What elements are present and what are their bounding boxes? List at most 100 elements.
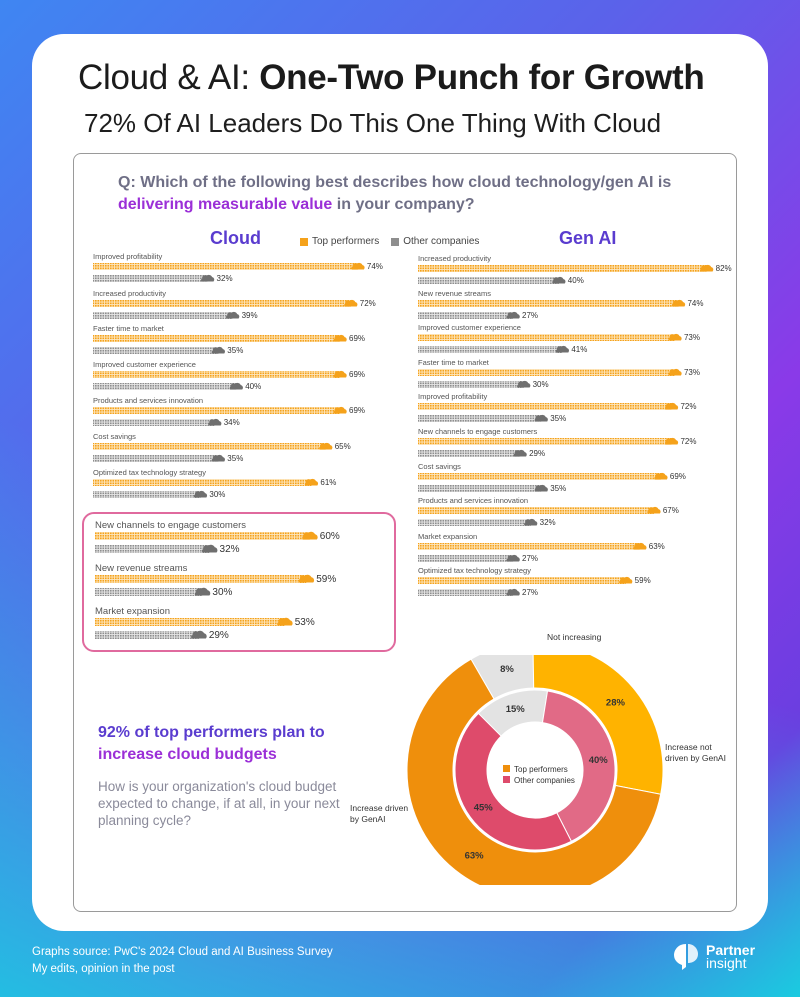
bar-legend: Top performers Other companies [300, 236, 479, 247]
bar-category-label: Products and services innovation [418, 496, 528, 505]
bar-other-companies [93, 383, 237, 390]
donut-legend-swatch-other [503, 776, 510, 783]
bar-value-label-other: 35% [227, 346, 243, 355]
bar-value-label-top: 73% [684, 368, 700, 377]
cloud-icon [302, 531, 318, 540]
cloud-icon [226, 311, 240, 319]
bar-top-performers [418, 300, 679, 307]
promo-question: How is your organization's cloud budget … [98, 779, 340, 828]
bar-value-label-other: 35% [550, 484, 566, 493]
cloud-icon [319, 442, 333, 450]
donut-value-label: 63% [465, 851, 485, 862]
cloud-icon [654, 472, 668, 480]
bar-top-performers [418, 265, 707, 272]
donut-legend-swatch-top [503, 765, 510, 772]
brand-line-1: Partner [706, 942, 756, 958]
bar-value-label-other: 27% [522, 588, 538, 597]
bar-value-label-other: 29% [209, 630, 229, 641]
bar-value-label-top: 60% [320, 531, 340, 542]
donut-legend-label-top: Top performers [514, 765, 568, 774]
bar-value-label-top: 72% [360, 299, 376, 308]
cloud-bars: Improved profitability 74% 32% Increased pr… [93, 252, 383, 641]
budget-donut-chart: 8% 28% 63% 15% 40% 45% [406, 655, 664, 885]
bar-value-label-top: 82% [716, 264, 732, 273]
bar-top-performers [93, 263, 358, 270]
bar-top-performers [418, 369, 675, 376]
bar-other-companies [418, 589, 514, 596]
cloud-icon [534, 484, 548, 492]
bar-top-performers [95, 618, 285, 626]
cloud-icon [333, 370, 347, 378]
cloud-icon [664, 402, 679, 410]
cloud-icon [555, 345, 570, 353]
bar-top-performers [418, 577, 626, 584]
bar-value-label-top: 59% [635, 576, 651, 585]
bar-other-companies [95, 545, 210, 553]
bar-value-label-other: 41% [571, 345, 587, 354]
partner-insight-logo-icon [674, 944, 698, 970]
donut-slice [454, 712, 572, 851]
bar-other-companies [418, 346, 563, 353]
legend-label-other: Other companies [403, 236, 480, 247]
bar-category-label: New channels to engage customers [418, 427, 537, 436]
donut-value-label: 15% [506, 704, 526, 715]
donut-value-label: 8% [500, 664, 514, 675]
page-title: Cloud & AI: One-Two Punch for Growth [78, 58, 705, 97]
bar-top-performers [418, 403, 672, 410]
cloud-icon [277, 617, 293, 626]
cloud-icon [633, 542, 647, 550]
donut-hole [488, 723, 582, 817]
cloud-icon [506, 588, 520, 596]
donut-value-label: 45% [474, 803, 494, 814]
bar-category-label: New revenue streams [418, 289, 491, 298]
bar-top-performers [93, 371, 341, 378]
cloud-icon [211, 454, 226, 462]
bar-category-label: Optimized tax technology strategy [93, 468, 206, 477]
brand-logo[interactable]: Partner insight [672, 942, 755, 972]
cloud-icon [333, 406, 347, 414]
bar-value-label-top: 63% [649, 542, 665, 551]
cloud-icon [513, 449, 527, 457]
donut-label-not-increasing: Not increasing [547, 632, 602, 642]
bar-value-label-other: 40% [568, 276, 584, 285]
bar-other-companies [95, 631, 199, 639]
cloud-icon [191, 630, 207, 639]
bar-other-companies [93, 275, 208, 282]
bar-category-label: Optimized tax technology strategy [418, 566, 531, 575]
donut-slice [541, 690, 616, 842]
bar-category-label: Improved profitability [418, 392, 487, 401]
bar-value-label-top: 73% [684, 333, 700, 342]
cloud-icon [524, 518, 538, 526]
cloud-icon [193, 490, 208, 498]
bar-category-label: Improved profitability [93, 252, 162, 261]
bar-value-label-top: 72% [680, 402, 696, 411]
bar-other-companies [418, 450, 521, 457]
donut-label-driven: Increase driven by GenAI [350, 803, 409, 824]
bar-value-label-other: 35% [227, 454, 243, 463]
bar-top-performers [93, 479, 312, 486]
bar-category-label: Increased productivity [93, 289, 166, 298]
legend-swatch-top [300, 237, 308, 246]
cloud-icon [668, 368, 682, 376]
bar-value-label-other: 30% [209, 490, 225, 499]
bar-value-label-top: 53% [295, 617, 315, 628]
bar-category-label: Improved customer experience [418, 323, 521, 332]
cloud-icon [534, 414, 548, 422]
cloud-chart-title: Cloud [210, 228, 261, 248]
bar-other-companies [93, 419, 215, 426]
bar-value-label-other: 27% [522, 311, 538, 320]
bar-other-companies [418, 312, 514, 319]
bar-other-companies [418, 485, 542, 492]
bar-value-label-top: 69% [349, 370, 365, 379]
bar-top-performers [93, 407, 341, 414]
donut-legend: Top performers Other companies [503, 764, 575, 786]
bar-value-label-top: 69% [349, 334, 365, 343]
bar-category-label: New revenue streams [95, 563, 188, 574]
bar-value-label-top: 65% [335, 442, 351, 451]
bar-category-label: Increased productivity [418, 254, 491, 263]
bar-value-label-other: 32% [217, 274, 233, 283]
bar-value-label-other: 40% [245, 382, 261, 391]
donut-label-not-driven: Increase not driven by GenAI [665, 742, 726, 763]
donut-value-label: 40% [589, 755, 609, 766]
